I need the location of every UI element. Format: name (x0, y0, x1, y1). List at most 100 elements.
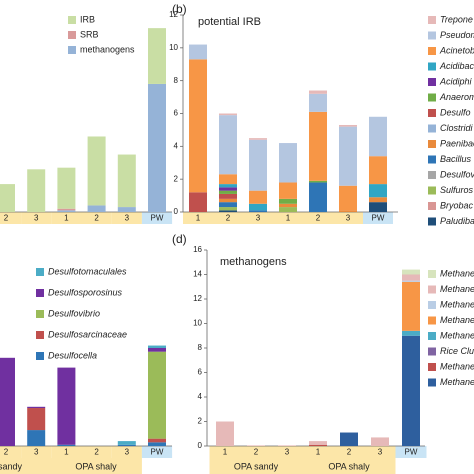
bar-segment (309, 441, 327, 445)
category-band (0, 446, 22, 458)
legend-swatch (36, 268, 44, 276)
bar-segment (249, 203, 267, 211)
legend-swatch (428, 378, 436, 387)
legend-swatch (428, 332, 436, 340)
bar-segment (57, 210, 76, 212)
bar-segment (148, 438, 166, 443)
bar-segment (219, 174, 237, 185)
bar-segment (189, 59, 207, 193)
category-band (240, 446, 272, 458)
category-band (51, 446, 82, 458)
bar-segment (369, 202, 387, 212)
group-label: OPA sandy (234, 461, 279, 471)
x-tick-label: 3 (378, 448, 383, 457)
legend-swatch (36, 289, 44, 297)
legend-swatch (428, 270, 436, 278)
y-tick-label: 2 (174, 174, 179, 183)
legend-label: Methane (440, 377, 474, 387)
x-tick-label: 3 (125, 448, 130, 457)
bar-segment (279, 143, 297, 183)
legend-swatch (428, 217, 436, 226)
category-band (51, 212, 82, 224)
bar-segment (219, 184, 237, 188)
bar-segment (279, 203, 297, 208)
legend-swatch (428, 171, 436, 179)
y-tick-label: 6 (174, 109, 179, 118)
legend-swatch (428, 109, 436, 117)
y-tick-label: 0 (174, 207, 179, 216)
legend-label: Pseudom (440, 30, 474, 40)
legend-swatch (428, 347, 436, 356)
legend-swatch (428, 62, 436, 71)
bar-segment (219, 190, 237, 194)
legend-label: Methane (440, 330, 474, 340)
legend-label: Desulfovibrio (48, 308, 100, 318)
bar-segment (57, 367, 76, 445)
bar-segment (309, 93, 327, 112)
bar-segment (402, 274, 420, 281)
category-band (213, 212, 243, 224)
legend-label: Acidibac (439, 61, 474, 71)
bar-segment (339, 126, 357, 186)
legend-label: Anaerom (439, 92, 474, 102)
bar-segment (309, 90, 327, 94)
legend-label: Desulfocella (48, 350, 97, 360)
category-band (183, 212, 213, 224)
category-band (141, 446, 173, 458)
category-band (364, 446, 396, 458)
bar-segment (369, 116, 387, 157)
legend-label: Desulfotomaculales (48, 266, 127, 276)
y-tick-label: 6 (198, 368, 203, 377)
category-band (395, 446, 427, 458)
bar-segment (57, 167, 76, 209)
x-tick-label: 1 (286, 214, 291, 223)
bar-segment (117, 154, 136, 208)
bar-segment (219, 207, 237, 211)
bar-segment (148, 348, 166, 352)
legend-swatch (428, 140, 436, 148)
group-band (0, 458, 142, 474)
category-band (0, 212, 22, 224)
legend-label: Paludiba (440, 216, 474, 226)
y-tick-label: 0 (198, 441, 203, 450)
group-label: sandy (0, 461, 23, 471)
legend-label: Methane (440, 315, 474, 325)
y-tick-label: 16 (193, 245, 202, 254)
y-tick-label: 2 (198, 417, 203, 426)
panel-label: (b) (172, 2, 187, 16)
bar-segment (249, 190, 267, 204)
bar-segment (219, 113, 237, 116)
y-tick-label: 14 (193, 270, 202, 279)
legend-label: Trepone (440, 14, 473, 24)
x-tick-label: 2 (226, 214, 231, 223)
bar-segment (87, 205, 106, 212)
x-tick-label: 1 (196, 214, 201, 223)
legend-swatch (428, 124, 436, 133)
bar-segment (189, 192, 207, 212)
x-tick-label: 1 (64, 448, 69, 457)
panel-label: (d) (172, 232, 187, 246)
x-tick-label: 2 (94, 448, 99, 457)
bar-segment (279, 182, 297, 199)
category-band (303, 212, 333, 224)
bar-segment (27, 406, 46, 409)
bar-segment (219, 198, 237, 203)
legend-label: Desulfov (440, 169, 474, 179)
bar-segment (247, 445, 265, 446)
x-tick-label: 1 (64, 214, 69, 223)
legend-swatch (68, 31, 76, 39)
bar-segment (216, 421, 234, 446)
bar-segment (189, 44, 207, 60)
bar-segment (249, 138, 267, 140)
legend-label: Sulfuros (440, 185, 474, 195)
bar-segment (148, 442, 166, 446)
category-band (81, 212, 112, 224)
bar-segment (117, 207, 136, 212)
category-band (111, 446, 142, 458)
bar-segment (309, 444, 327, 446)
legend-label: SRB (80, 29, 99, 39)
legend-swatch (36, 352, 44, 360)
legend-swatch (36, 310, 44, 318)
legend-label: Acidiphi (439, 76, 473, 86)
